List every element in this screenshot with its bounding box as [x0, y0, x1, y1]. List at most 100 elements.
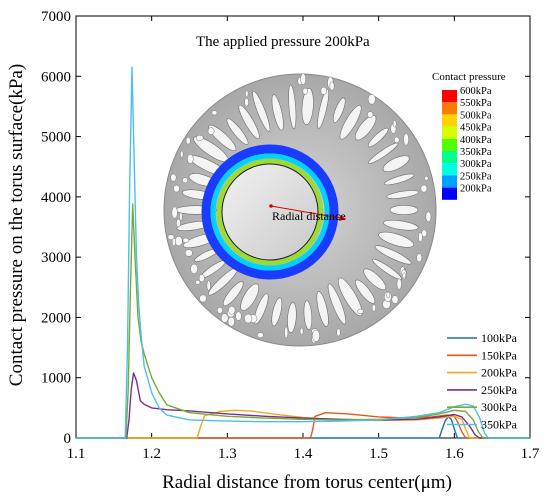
disc-pore-small	[371, 304, 376, 312]
disc-pore-small	[299, 327, 304, 336]
disc-pore-small	[216, 307, 223, 314]
disc-pore-small	[185, 137, 191, 145]
disc-pore	[287, 302, 297, 333]
disc-pore	[332, 97, 346, 123]
series-line-350kpa	[76, 66, 530, 439]
series-line-300kpa	[76, 203, 530, 439]
disc-pore	[367, 127, 389, 148]
disc-pore-small	[195, 279, 201, 285]
disc-pore-small	[312, 329, 320, 342]
disc-pore	[316, 291, 329, 327]
series-line-250kpa	[76, 372, 530, 439]
disc-pore-small	[302, 87, 309, 95]
colorbar-swatch	[442, 138, 457, 151]
colorbar-swatch	[442, 151, 457, 164]
disc-pore	[363, 268, 387, 291]
disc-pore-small	[244, 90, 249, 97]
disc-porous-pattern	[167, 73, 432, 344]
disc-pore-small	[173, 184, 180, 193]
y-tick-label: 7000	[41, 9, 71, 25]
disc-pore	[303, 300, 313, 330]
disc-pore-small	[211, 110, 218, 116]
disc-pore-small	[179, 150, 184, 158]
disc-pore-small	[402, 272, 407, 279]
disc-pore	[383, 219, 419, 231]
disc-pore-small	[300, 73, 307, 85]
disc-pore-small	[392, 119, 397, 128]
torus-hub	[221, 163, 319, 261]
colorbar-label: 350kPa	[460, 147, 492, 158]
disc-pore	[208, 124, 237, 151]
y-tick-label: 1000	[41, 371, 71, 387]
disc-pore-small	[391, 295, 399, 304]
disc-pore	[355, 279, 376, 304]
disc-pore-small	[257, 332, 264, 339]
legend-entry: 150kPa	[481, 348, 518, 362]
disc-pore-small	[171, 237, 176, 247]
y-tick-label: 4000	[41, 190, 71, 206]
disc-pore	[374, 245, 412, 265]
disc-pore-small	[182, 237, 190, 244]
disc-pore-small	[336, 328, 341, 337]
disc-pore	[382, 155, 410, 172]
y-tick-label: 2000	[41, 310, 71, 326]
inset-torus-illustration: The applied pressure 200kPa Radial dista…	[163, 34, 506, 347]
contact-ring-outer	[201, 144, 339, 280]
torus-disc-image: Radial distance	[163, 73, 437, 347]
colorbar-label: 550kPa	[460, 98, 492, 109]
disc-pore-small	[171, 206, 178, 219]
colorbar-label: 600kPa	[460, 86, 492, 97]
disc-pore-small	[320, 86, 328, 95]
disc-pore-small	[396, 278, 402, 290]
inset-title: The applied pressure 200kPa	[196, 34, 370, 50]
disc-pore	[240, 283, 260, 311]
y-axis-label: Contact pressure on the torus surface(kP…	[6, 64, 27, 386]
radial-distance-label: Radial distance	[272, 209, 346, 223]
disc-pore	[253, 293, 269, 325]
disc-pore	[337, 277, 363, 317]
disc-pore-small	[227, 316, 235, 327]
x-tick-label: 1.7	[521, 446, 540, 462]
contact-ring-mid	[210, 153, 330, 271]
disc-pore	[317, 88, 329, 129]
disc-pore-small	[198, 274, 205, 283]
disc-pore-small	[424, 176, 429, 181]
disc-pore-small	[367, 94, 376, 105]
disc-pore-small	[420, 184, 428, 193]
disc-pore	[252, 90, 271, 132]
x-tick-label: 1.4	[294, 446, 313, 462]
x-tick-label: 1.3	[218, 446, 237, 462]
disc-pore	[301, 88, 314, 126]
disc-pore-small	[179, 212, 183, 221]
x-tick-label: 1.6	[445, 446, 464, 462]
disc-pore-small	[206, 280, 211, 291]
radial-arrow	[270, 205, 347, 220]
disc-pore	[354, 115, 377, 141]
disc-pore	[271, 94, 284, 131]
disc-pore-small	[190, 263, 198, 274]
legend-entry: 350kPa	[481, 418, 518, 432]
disc-pore-small	[356, 308, 364, 314]
contact-ring-inner	[216, 158, 324, 266]
disc-pore	[238, 104, 260, 139]
x-axis-label: Radial distance from torus center(μm)	[162, 472, 452, 493]
x-tick-label: 1.2	[142, 446, 161, 462]
x-tick-label: 1.1	[67, 446, 86, 462]
disc-pore	[372, 258, 402, 280]
disc-pore-small	[244, 313, 253, 324]
disc-pore	[386, 190, 420, 199]
colorbar-swatch	[442, 114, 457, 127]
colorbar-swatch	[442, 175, 457, 188]
y-tick-label: 3000	[41, 250, 71, 266]
colorbar-label: 500kPa	[460, 110, 492, 121]
disc-pore	[226, 118, 249, 145]
colorbar-label: 450kPa	[460, 123, 492, 134]
disc-pore-small	[195, 134, 204, 141]
radial-arrowhead	[339, 215, 346, 221]
colorbar-swatch	[442, 102, 457, 115]
plot-axes: 1.1 1.2 1.3 1.4 1.5 1.6 1.7 0 1000 2000 3000 4000 50…	[41, 9, 540, 462]
disc-pore	[288, 84, 297, 129]
disc-pore-small	[170, 173, 177, 182]
